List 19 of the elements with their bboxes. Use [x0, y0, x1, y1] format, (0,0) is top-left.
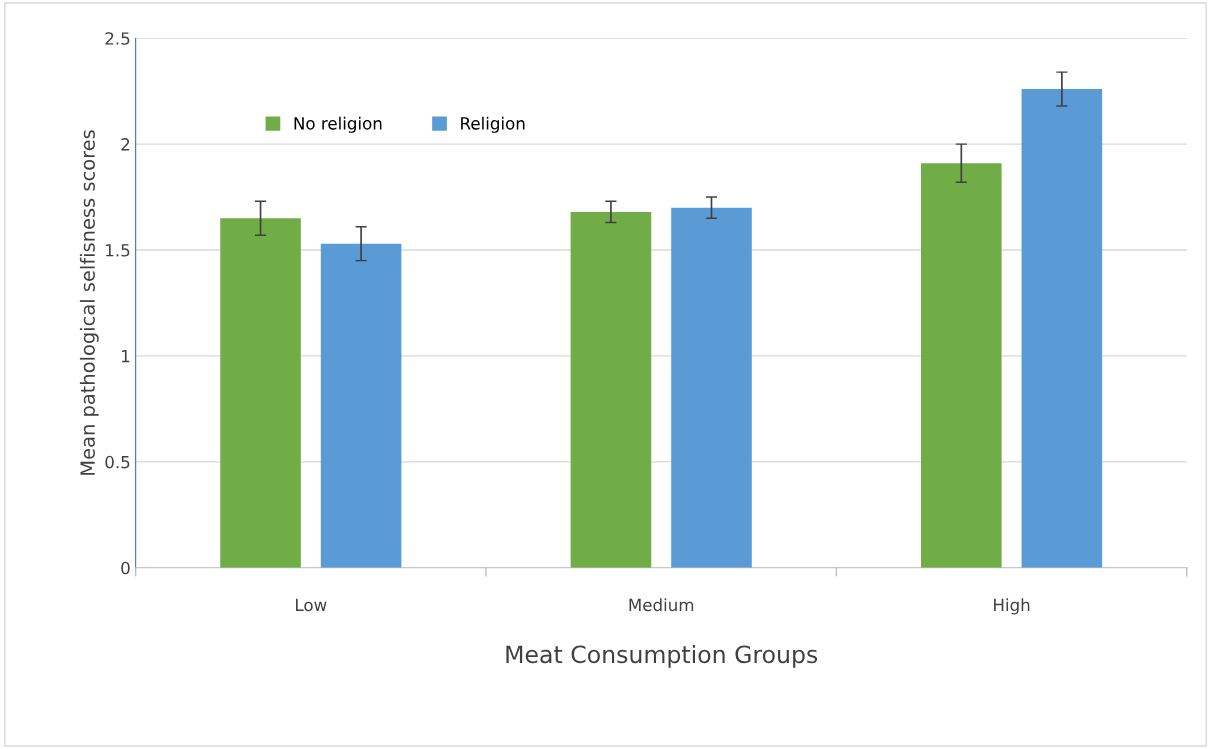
legend-label: No religion: [294, 116, 382, 133]
y-tick-label: 1: [122, 350, 130, 363]
x-tick-label: High: [994, 598, 1030, 615]
bar: [1021, 89, 1103, 568]
bar: [671, 207, 752, 568]
bar: [220, 218, 301, 568]
y-tick-label: 0: [121, 561, 130, 575]
legend-label: Religion: [461, 116, 525, 133]
y-tick-label: 2: [121, 138, 130, 151]
x-tick-label: Medium: [629, 598, 694, 612]
x-tick-label: Low: [296, 598, 327, 612]
y-tick-label: 2.5: [105, 32, 130, 45]
bar: [320, 243, 402, 568]
bar: [570, 211, 652, 568]
y-tick-label: 0.5: [105, 455, 130, 469]
y-tick-label: 1.5: [106, 244, 130, 257]
x-axis-title: Meat Consumption Groups: [506, 644, 818, 668]
bar: [921, 163, 1002, 568]
y-axis-title: Mean pathological selfisness scores: [79, 130, 99, 475]
